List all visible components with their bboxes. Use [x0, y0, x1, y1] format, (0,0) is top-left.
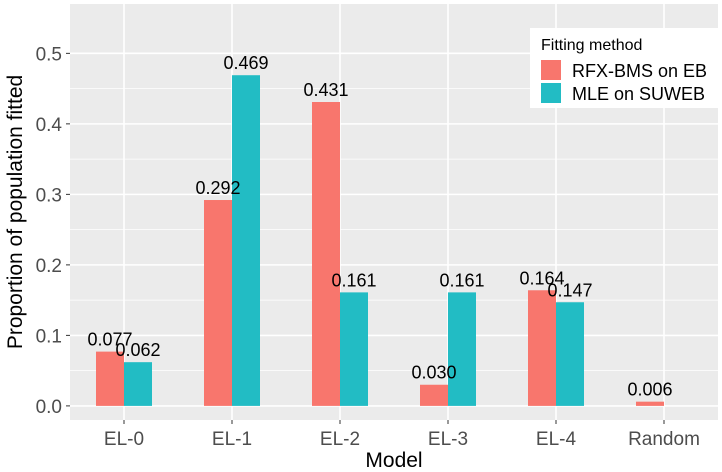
data-label: 0.431 — [303, 80, 348, 100]
bar-mle-el-0 — [124, 362, 152, 406]
y-tick-label: 0.4 — [36, 115, 63, 136]
axes: 0.0 0.1 0.2 0.3 0.4 0.5 EL-0 EL-1 EL-2 EL-3 EL-4 Ra… — [36, 44, 700, 450]
y-tick-label: 0.1 — [36, 326, 62, 347]
y-tick-label: 0.0 — [36, 397, 62, 418]
bar-mle-el-1 — [232, 75, 260, 406]
legend-label-mle: MLE on SUWEB — [572, 84, 705, 104]
x-tick-label: EL-1 — [212, 429, 252, 450]
bar-rfx-bms-random — [636, 401, 664, 406]
data-label: 0.164 — [519, 268, 564, 288]
bar-mle-el-4 — [556, 302, 584, 406]
legend-swatch-rfx-bms — [541, 60, 561, 80]
x-tick-label: EL-4 — [536, 429, 577, 450]
x-tick-label: EL-2 — [320, 429, 360, 450]
x-tick-label: EL-0 — [104, 429, 144, 450]
data-label: 0.030 — [411, 363, 456, 383]
data-label: 0.161 — [439, 270, 484, 290]
y-tick-label: 0.3 — [36, 185, 62, 206]
x-tick-label: Random — [628, 429, 700, 450]
x-axis-title: Model — [365, 449, 422, 472]
data-label: 0.147 — [547, 280, 592, 300]
bars — [96, 75, 664, 406]
data-label: 0.469 — [223, 53, 268, 73]
y-tick-label: 0.2 — [36, 256, 62, 277]
data-label: 0.006 — [627, 380, 672, 400]
bar-rfx-bms-el-3 — [420, 384, 448, 406]
legend: Fitting method RFX-BMS on EB MLE on SUWE… — [530, 28, 718, 108]
x-tick-label: EL-3 — [428, 429, 468, 450]
data-label: 0.077 — [87, 330, 132, 350]
legend-swatch-mle — [541, 83, 561, 103]
data-label: 0.062 — [115, 340, 160, 360]
bar-mle-el-2 — [340, 292, 368, 406]
data-label: 0.161 — [331, 270, 376, 290]
data-labels: 0.077 0.292 0.431 0.030 0.164 0.006 0.062 0.469… — [87, 53, 672, 399]
data-label: 0.292 — [195, 178, 240, 198]
y-tick-label: 0.5 — [36, 44, 62, 65]
bar-rfx-bms-el-1 — [204, 200, 232, 406]
bar-rfx-bms-el-0 — [96, 351, 124, 406]
bar-rfx-bms-el-2 — [312, 102, 340, 406]
legend-title: Fitting method — [541, 37, 642, 54]
bar-mle-el-3 — [448, 292, 476, 406]
legend-label-rfx-bms: RFX-BMS on EB — [572, 61, 707, 81]
y-axis-title: Proportion of population fitted — [4, 75, 27, 349]
bar-rfx-bms-el-4 — [528, 290, 556, 406]
legend-background — [530, 28, 718, 108]
